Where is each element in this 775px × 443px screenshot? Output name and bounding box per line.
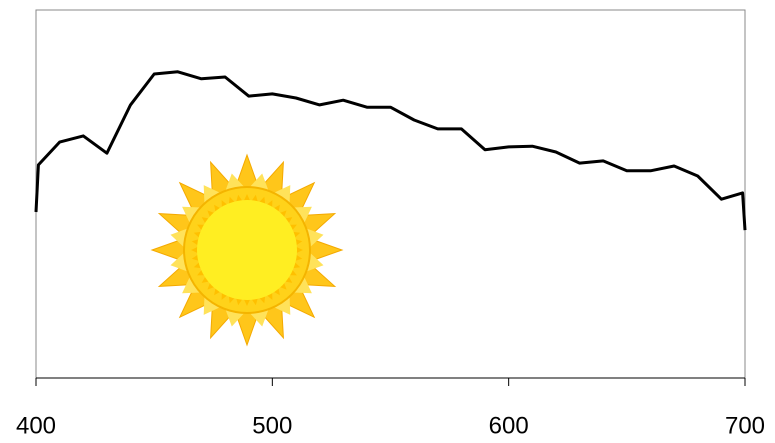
x-tick-label: 500 <box>252 412 292 439</box>
sun-disc <box>197 200 297 300</box>
plot-frame <box>36 10 745 378</box>
chart: 400 500 600 700 <box>0 0 775 443</box>
x-tick-label: 400 <box>16 412 56 439</box>
x-tick-label: 700 <box>725 412 765 439</box>
sun-illustration <box>152 155 342 345</box>
x-tick-label: 600 <box>489 412 529 439</box>
